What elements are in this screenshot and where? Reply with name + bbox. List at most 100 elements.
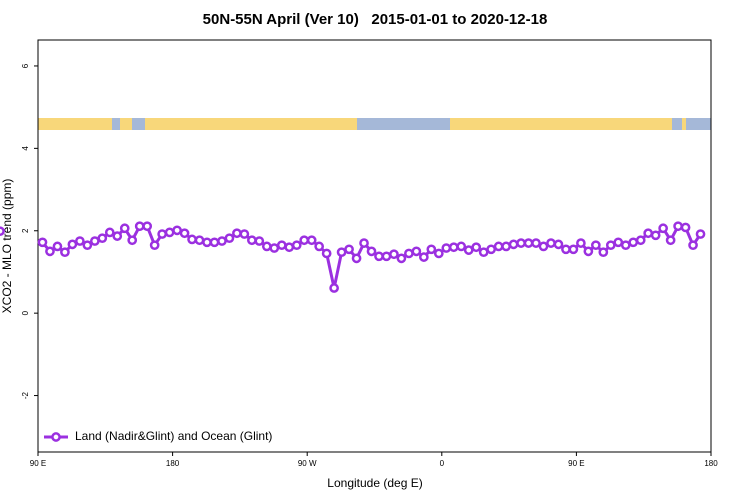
point — [217, 236, 227, 246]
point — [164, 227, 175, 238]
point — [172, 225, 182, 236]
point — [426, 244, 437, 255]
point — [314, 241, 325, 252]
point — [202, 237, 212, 248]
point — [576, 238, 586, 248]
point — [104, 227, 115, 238]
point — [643, 228, 654, 239]
point — [665, 235, 676, 246]
point — [224, 233, 235, 244]
point — [553, 239, 564, 250]
point — [673, 221, 683, 232]
point — [688, 240, 698, 251]
point — [516, 238, 526, 248]
point — [381, 251, 392, 262]
point — [321, 248, 332, 259]
point — [605, 240, 616, 251]
point — [60, 247, 70, 258]
point — [404, 248, 414, 259]
point — [650, 230, 661, 241]
point — [239, 229, 250, 239]
point — [598, 247, 609, 258]
point — [299, 235, 310, 246]
point — [561, 244, 571, 255]
point — [179, 228, 190, 239]
point — [306, 235, 317, 246]
point — [441, 243, 452, 253]
point — [523, 238, 534, 248]
point — [0, 226, 5, 237]
point — [531, 238, 541, 248]
point — [284, 242, 295, 253]
point — [291, 240, 302, 251]
legend-item: Land (Nadir&Glint) and Ocean (Glint) — [44, 429, 272, 443]
point — [134, 221, 145, 232]
point — [463, 245, 474, 255]
point — [568, 244, 579, 255]
point — [419, 252, 429, 262]
x-tick-label: 90 E — [30, 459, 46, 468]
x-tick-label: 180 — [704, 459, 718, 468]
point — [538, 241, 549, 252]
point — [209, 237, 220, 248]
point — [448, 242, 459, 253]
point — [142, 221, 153, 232]
y-tick-label: 2 — [21, 228, 30, 233]
point — [149, 240, 160, 251]
point — [583, 246, 594, 257]
y-axis-label: XCO2 - MLO trend (ppm) — [0, 179, 14, 314]
y-tick-label: 0 — [21, 310, 30, 315]
point — [75, 236, 85, 246]
point — [546, 238, 556, 248]
y-tick-label: 6 — [21, 63, 30, 68]
point — [620, 240, 631, 251]
point — [471, 242, 482, 253]
point — [37, 237, 48, 248]
point — [658, 223, 668, 234]
legend-label: Land (Nadir&Glint) and Ocean (Glint) — [75, 429, 272, 443]
point — [344, 244, 354, 255]
point — [680, 222, 691, 233]
x-tick-label: 180 — [166, 459, 180, 468]
point — [635, 235, 646, 246]
point — [493, 241, 504, 252]
point — [613, 237, 624, 248]
legend-marker — [51, 432, 61, 442]
point — [486, 244, 497, 255]
point — [97, 233, 108, 244]
point — [269, 243, 280, 253]
point — [232, 228, 242, 239]
point — [187, 234, 197, 245]
y-tick-label: -2 — [21, 391, 30, 399]
point — [366, 246, 377, 257]
chart-title: 50N-55N April (Ver 10) 2015-01-01 to 202… — [203, 11, 548, 28]
point — [359, 238, 369, 248]
point — [590, 240, 601, 251]
y-tick-label: 4 — [21, 146, 30, 151]
plot-frame — [37, 39, 712, 453]
point — [45, 246, 55, 257]
point — [254, 236, 265, 246]
point — [433, 248, 444, 259]
point — [374, 251, 384, 262]
x-axis-label: Longitude (deg E) — [327, 476, 422, 490]
x-tick-label: 90 W — [298, 459, 317, 468]
point — [247, 235, 257, 246]
point — [127, 235, 138, 246]
point — [52, 241, 63, 252]
point — [67, 239, 78, 250]
point — [508, 239, 519, 250]
point — [396, 253, 407, 264]
point — [261, 241, 272, 252]
point — [478, 247, 489, 258]
point — [389, 249, 399, 260]
point — [628, 237, 639, 248]
land-ocean-strip — [38, 118, 711, 130]
point — [276, 240, 287, 251]
point — [501, 241, 511, 252]
point — [456, 241, 467, 252]
point — [695, 229, 706, 239]
point — [329, 283, 339, 293]
point — [119, 223, 130, 234]
